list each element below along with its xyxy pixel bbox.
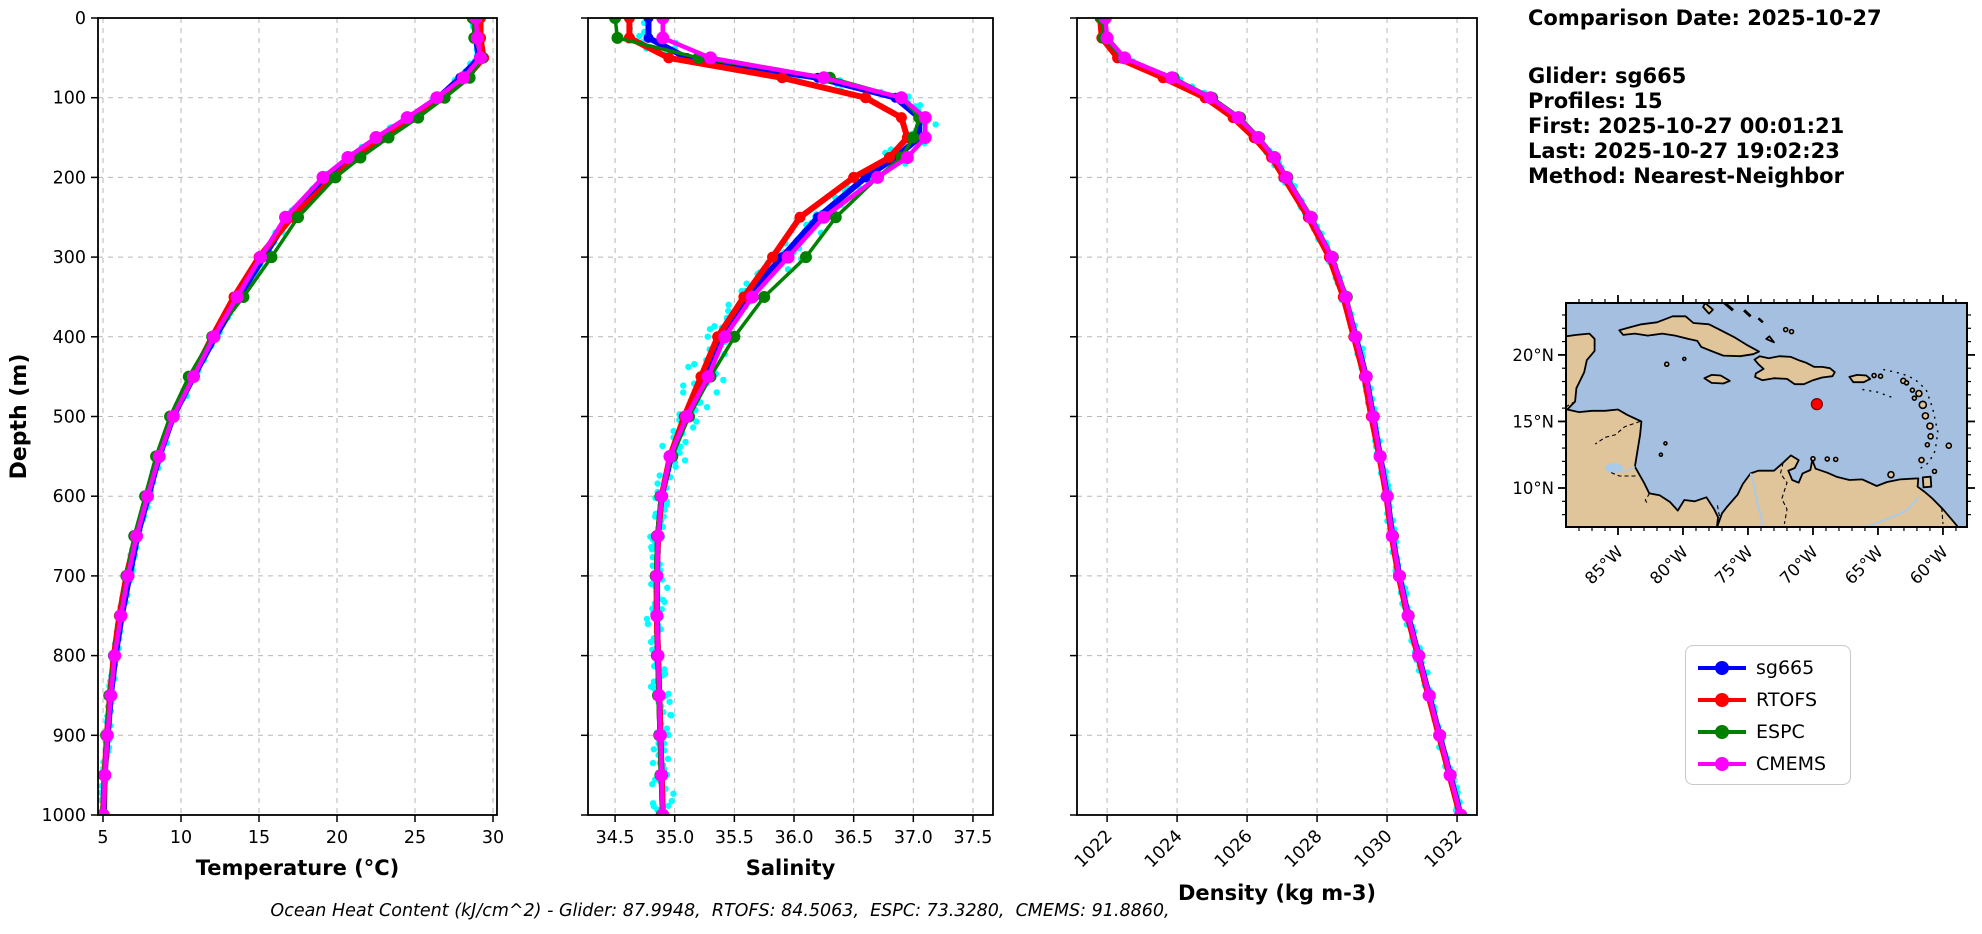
- profiles-count-text: Profiles: 15: [1528, 89, 1663, 113]
- info-block: Comparison Date: 2025-10-27 Glider: sg66…: [1528, 6, 1980, 189]
- depth-tick-label: 700: [53, 567, 86, 587]
- density-profile-plot: 1022 1024 1026 1028 1030 1032 Density (kg m-3): [1070, 17, 1478, 905]
- legend-line-marker-icon: [1698, 722, 1746, 742]
- density-x-tick-label: 1030: [1351, 826, 1397, 872]
- salinity-data-area: [609, 18, 939, 815]
- depth-axis-label: Depth (m): [7, 354, 32, 480]
- salinity-x-tick-label: 37.0: [894, 828, 933, 848]
- salinity-axis-label: Salinity: [746, 856, 836, 880]
- depth-tick-label: 400: [53, 328, 86, 348]
- density-x-tick-label: 1022: [1071, 826, 1117, 872]
- salinity-x-tick-label: 37.5: [953, 828, 992, 848]
- density-x-tick-label: 1028: [1281, 826, 1327, 872]
- temperature-grid: [98, 17, 497, 816]
- legend-line-marker-icon: [1698, 754, 1746, 774]
- legend-item-label: RTOFS: [1756, 689, 1818, 711]
- salinity-y-ticks: [581, 17, 588, 816]
- legend-item-sg665: sg665: [1686, 652, 1850, 684]
- temperature-x-tick-label: 30: [482, 828, 504, 848]
- map-lon-tick-label: 65°W: [1841, 542, 1887, 588]
- first-profile-time-text: First: 2025-10-27 00:01:21: [1528, 114, 1845, 138]
- temperature-profile-plot: 5 10 15 20 25 3001002003004005006007008009001…: [41, 9, 504, 880]
- salinity-x-tick-label: 35.0: [655, 828, 694, 848]
- depth-tick-label: 900: [53, 726, 86, 746]
- glider-id-text: Glider: sg665: [1528, 64, 1687, 88]
- temperature-x-tick-label: 25: [404, 828, 426, 848]
- depth-tick-label: 100: [53, 89, 86, 109]
- depth-tick-label: 200: [53, 168, 86, 188]
- temperature-y-ticks: 0 100 200 300 400 500 600 700 800 900 1000: [41, 9, 98, 826]
- density-axis-label: Density (kg m-3): [1178, 881, 1376, 905]
- map-lon-tick-label: 85°W: [1581, 542, 1627, 588]
- temperature-axes-frame: [97, 17, 498, 816]
- density-x-tick-label: 1032: [1421, 826, 1467, 872]
- map-lat-tick-label: 15°N: [1512, 412, 1554, 431]
- temperature-x-tick-label: 10: [170, 828, 192, 848]
- temperature-x-tick-label: 5: [97, 828, 108, 848]
- map-lon-tick-label: 60°W: [1906, 542, 1952, 588]
- depth-tick-label: 800: [53, 647, 86, 667]
- depth-tick-label: 1000: [41, 806, 86, 826]
- salinity-profile-plot: 34.5 35.0 35.5 36.0 36.5 37.0 37.5 Salinity: [581, 17, 994, 880]
- temperature-x-ticks: 5 10 15 20 25 30: [97, 815, 504, 848]
- legend-item-ESPC: ESPC: [1686, 716, 1850, 748]
- method-text: Method: Nearest-Neighbor: [1528, 164, 1844, 188]
- map-lon-tick-label: 70°W: [1776, 542, 1822, 588]
- salinity-grid: [588, 17, 993, 816]
- map-lon-tick-label: 80°W: [1646, 542, 1692, 588]
- depth-tick-label: 300: [53, 248, 86, 268]
- map-land-features: [1566, 303, 1960, 527]
- legend: sg665 RTOFS ESPC CMEMS: [1685, 645, 1851, 785]
- salinity-x-tick-label: 36.0: [775, 828, 814, 848]
- legend-item-RTOFS: RTOFS: [1686, 684, 1850, 716]
- temperature-axis-label: Temperature (°C): [196, 856, 399, 880]
- density-series-CMEMS: [1098, 18, 1468, 815]
- density-x-tick-label: 1024: [1141, 826, 1187, 872]
- density-x-tick-label: 1026: [1211, 826, 1257, 872]
- legend-line-marker-icon: [1698, 690, 1746, 710]
- legend-item-label: sg665: [1756, 657, 1815, 679]
- salinity-x-tick-label: 34.5: [596, 828, 635, 848]
- salinity-x-ticks: 34.5 35.0 35.5 36.0 36.5 37.0 37.5: [596, 815, 992, 848]
- temperature-series-CMEMS: [98, 18, 488, 815]
- last-profile-time-text: Last: 2025-10-27 19:02:23: [1528, 139, 1840, 163]
- map-lat-tick-label: 20°N: [1512, 346, 1554, 365]
- glider-location-marker: [1810, 398, 1823, 411]
- ocean-heat-content-caption: Ocean Heat Content (kJ/cm^2) - Glider: 8…: [270, 901, 1170, 921]
- depth-tick-label: 600: [53, 487, 86, 507]
- density-grid: [1077, 17, 1477, 816]
- legend-item-CMEMS: CMEMS: [1686, 748, 1850, 780]
- density-x-ticks: 1022 1024 1026 1028 1030 1032: [1071, 815, 1467, 872]
- temperature-x-tick-label: 15: [248, 828, 270, 848]
- map-lat-tick-label: 10°N: [1512, 479, 1554, 498]
- legend-item-label: ESPC: [1756, 721, 1805, 743]
- map-frame: [1565, 302, 1968, 528]
- depth-tick-label: 0: [75, 9, 86, 29]
- temperature-x-tick-label: 20: [326, 828, 348, 848]
- location-map: 85°W 80°W 75°W 70°W 65°W 60°W 20°N 15°N 10°N: [1512, 295, 1975, 588]
- density-y-ticks: [1070, 17, 1077, 816]
- salinity-x-tick-label: 35.5: [715, 828, 754, 848]
- map-lon-tick-label: 75°W: [1711, 542, 1757, 588]
- salinity-series-CMEMS: [650, 18, 932, 815]
- legend-item-label: CMEMS: [1756, 753, 1827, 775]
- legend-line-marker-icon: [1698, 658, 1746, 678]
- depth-tick-label: 500: [53, 408, 86, 428]
- salinity-x-tick-label: 36.5: [834, 828, 873, 848]
- temperature-data-area: [98, 18, 490, 815]
- density-data-area: [1094, 18, 1468, 815]
- comparison-date-text: Comparison Date: 2025-10-27: [1528, 6, 1882, 30]
